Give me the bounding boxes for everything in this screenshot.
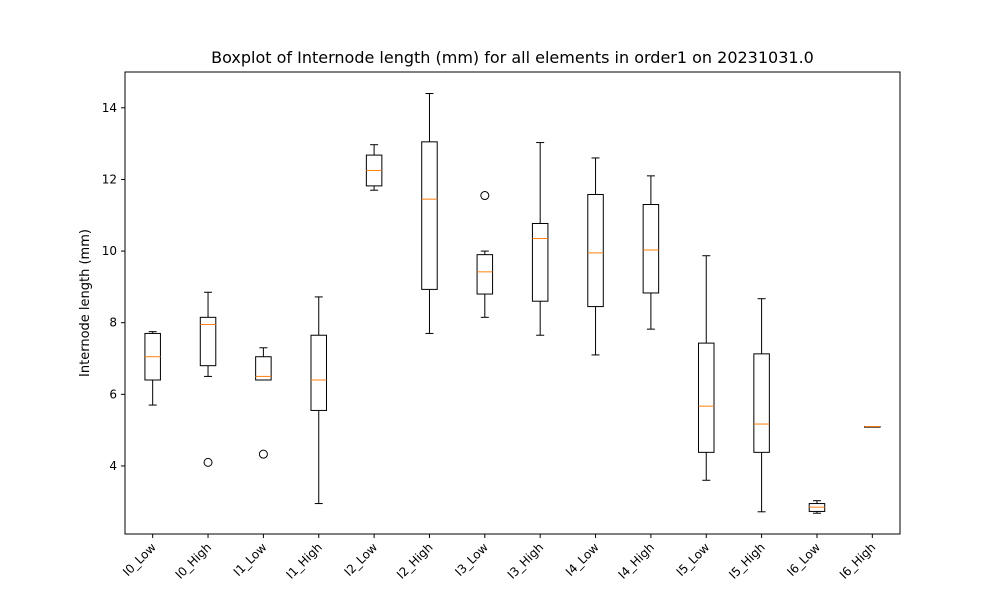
box [531, 222, 549, 302]
outlier-point [258, 449, 268, 459]
y-tick-label: 6 [109, 387, 117, 401]
chart-title: Boxplot of Internode length (mm) for all… [211, 48, 814, 67]
box [310, 334, 327, 411]
box [698, 342, 715, 453]
outlier-point [480, 191, 490, 201]
y-tick-label: 12 [102, 172, 117, 186]
box [421, 141, 438, 290]
box [642, 204, 660, 294]
y-tick-label: 10 [102, 244, 117, 258]
y-tick-label: 14 [102, 101, 117, 115]
axes-frame [124, 71, 901, 535]
y-tick-label: 4 [109, 459, 117, 473]
box [199, 316, 217, 367]
box [476, 254, 494, 295]
y-tick-label: 8 [109, 316, 117, 330]
outlier-point [203, 457, 213, 467]
box [753, 353, 770, 453]
box [587, 193, 604, 308]
box [255, 356, 272, 381]
y-axis-label: Internode length (mm) [78, 229, 93, 377]
